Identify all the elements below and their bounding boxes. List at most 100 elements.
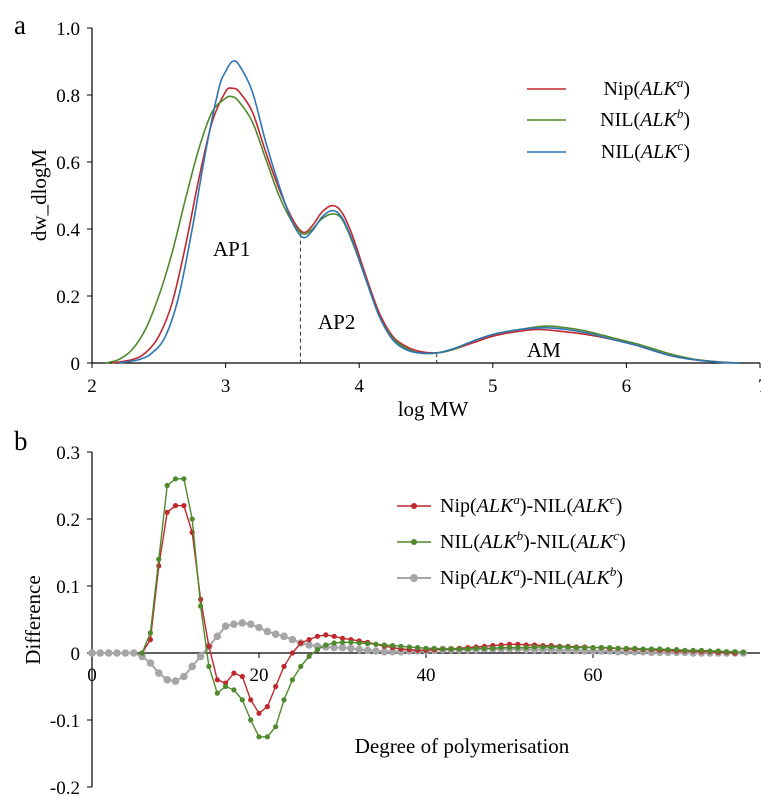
data-point (214, 690, 220, 696)
panel-b-x-axis-label: Degree of polymerisation (355, 734, 570, 758)
data-point (390, 643, 396, 649)
data-point (380, 647, 389, 656)
legend-label: NIL(ALKc) (601, 138, 690, 163)
data-point (398, 643, 404, 649)
series-nip-a-minus-nil-c (139, 503, 738, 716)
data-point (523, 645, 529, 651)
panel-a-x-tick-label: 5 (488, 376, 498, 397)
data-point (255, 623, 263, 632)
panel-b-legend: Nip(ALKa)-NIL(ALKc) NIL(ALKb)-NIL(ALKc) Ni… (397, 492, 626, 589)
panel-a-label: a (14, 10, 26, 40)
data-point (231, 687, 237, 693)
panel-b-series (88, 476, 748, 740)
data-point (289, 677, 295, 683)
data-point (314, 633, 321, 639)
data-point (96, 649, 105, 657)
data-point (673, 647, 680, 653)
data-point (146, 659, 155, 667)
data-point (565, 644, 571, 650)
data-point (732, 649, 738, 655)
data-point (347, 644, 355, 653)
region-label-ap2: AP2 (318, 310, 355, 334)
data-point (239, 673, 245, 680)
legend-label: NIL(ALKb) (600, 106, 690, 131)
panel-a-y-tick-label: 0.8 (56, 86, 80, 107)
series-nil-b-minus-nil-c (139, 476, 746, 740)
data-point (707, 648, 713, 654)
data-point (256, 710, 262, 716)
data-point (615, 645, 621, 651)
data-point (465, 646, 471, 652)
legend-label: Nip(ALKa)-NIL(ALKc) (440, 492, 622, 517)
panel-b-y-axis-label: Difference (21, 575, 45, 664)
data-point (381, 642, 387, 648)
data-point (363, 646, 372, 655)
panel-a-x-axis-label: log MW (398, 397, 469, 421)
panel-b-y-tick-label: -0.1 (50, 711, 80, 732)
data-point (607, 645, 613, 651)
data-point (323, 642, 329, 648)
data-point (682, 647, 688, 653)
data-point (288, 635, 297, 644)
data-point (506, 645, 513, 651)
data-point (657, 646, 663, 652)
data-point (104, 649, 113, 657)
region-label-am: AM (527, 338, 561, 362)
data-point (431, 645, 437, 651)
panel-a-x-tick-label: 7 (758, 376, 761, 397)
panel-a-tick-labels: 2 3 4 5 6 7 0 0.2 0.4 0.6 0.8 1.0 (56, 19, 761, 397)
series-line-nil-alk-c (118, 59, 741, 364)
panel-b-y-tick-label: -0.2 (50, 778, 80, 796)
data-point (248, 697, 254, 703)
data-point (724, 649, 730, 655)
data-point (415, 645, 421, 651)
region-label-ap1: AP1 (213, 237, 250, 261)
data-point (221, 622, 230, 630)
data-point (180, 672, 188, 681)
legend-entry-nil-b-minus-nil-c: NIL(ALKb)-NIL(ALKc) (397, 528, 626, 553)
data-point (198, 603, 204, 609)
data-point (214, 677, 220, 683)
data-point (130, 649, 138, 657)
panel-b-y-tick-label: 0.3 (56, 443, 80, 464)
data-point (330, 643, 338, 652)
data-point (314, 647, 321, 653)
data-point (281, 663, 287, 670)
data-point (348, 639, 354, 645)
legend-label: Nip(ALKa)-NIL(ALKb) (440, 564, 623, 589)
data-point (147, 630, 153, 636)
data-point (481, 645, 487, 651)
panel-a-y-tick-label: 1.0 (56, 19, 80, 40)
data-point (298, 640, 304, 646)
data-point (231, 670, 237, 676)
data-point (339, 635, 346, 641)
data-point (264, 734, 270, 740)
data-point (456, 646, 462, 652)
data-point (648, 646, 655, 652)
data-point (406, 644, 412, 650)
data-point (355, 645, 364, 654)
data-point (163, 676, 171, 684)
data-point (88, 649, 96, 657)
legend-entry-nip-a-minus-nil-b: Nip(ALKa)-NIL(ALKb) (397, 564, 623, 589)
data-point (164, 509, 170, 515)
data-point (339, 639, 346, 645)
data-point (548, 644, 554, 650)
data-point (557, 644, 563, 650)
data-point (573, 645, 579, 651)
data-point (181, 503, 187, 509)
data-point (498, 645, 504, 651)
data-point (388, 647, 397, 656)
data-point (139, 650, 145, 656)
data-point (590, 645, 596, 651)
panel-b-x-tick-label: 20 (250, 665, 269, 686)
panel-a-y-tick-label: 0.2 (56, 287, 80, 308)
data-point (113, 649, 121, 657)
data-point (230, 620, 238, 628)
legend-marker (411, 503, 417, 509)
legend-label: Nip(ALKa) (603, 75, 690, 100)
data-point (263, 627, 272, 636)
legend-entry-nil-alk-b: NIL(ALKb) (527, 106, 690, 131)
data-point (356, 640, 362, 646)
